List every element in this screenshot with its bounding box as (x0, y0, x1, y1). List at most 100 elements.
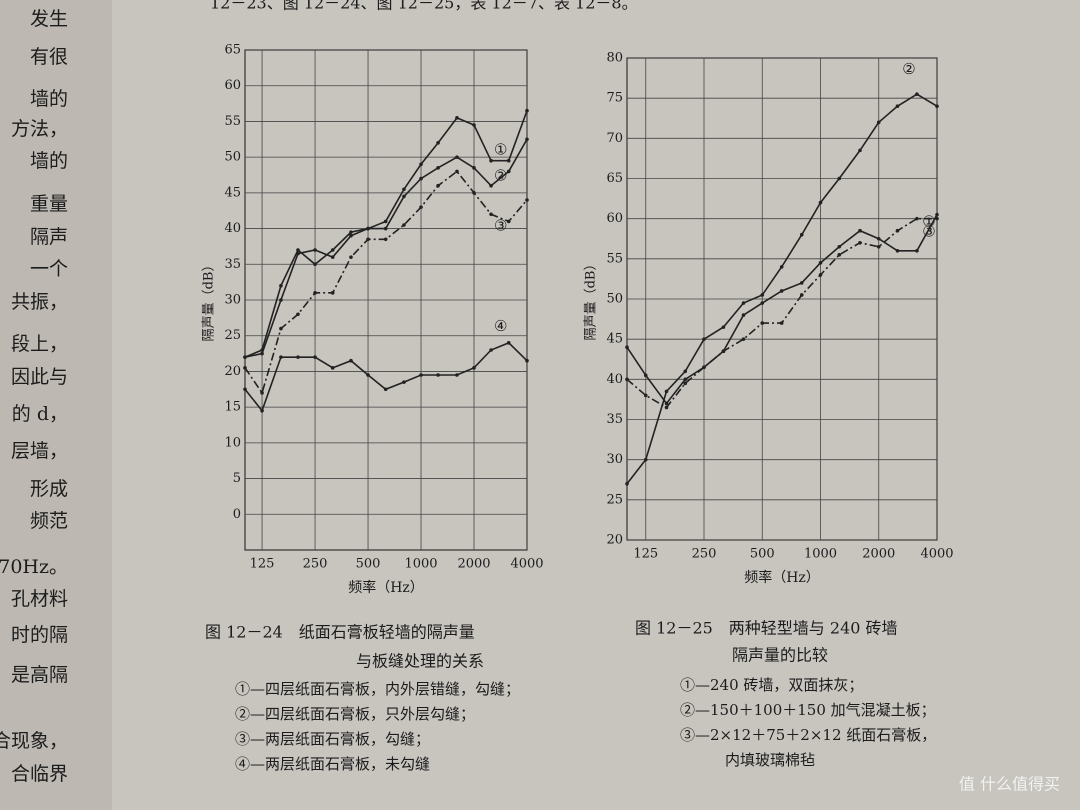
data-point (664, 401, 669, 406)
y-tick-label: 0 (233, 507, 241, 522)
margin-text: 隔声 (30, 226, 68, 248)
data-point (799, 293, 804, 297)
margin-text: 墙的 (30, 150, 68, 172)
margin-text: 是高隔 (11, 664, 68, 686)
data-point (402, 194, 406, 199)
x-tick-label: 125 (250, 557, 275, 572)
series-label: ③ (922, 223, 935, 241)
data-point (779, 265, 784, 269)
data-point (260, 351, 264, 356)
legend-note: 内填玻璃棉毡 (725, 751, 815, 769)
data-point (837, 176, 842, 181)
data-point (818, 273, 823, 277)
margin-text: 合临界 (11, 763, 68, 785)
margin-text: 有很 (30, 46, 68, 68)
y-tick-label: 35 (224, 257, 241, 272)
data-point (525, 137, 529, 142)
data-point (436, 141, 440, 145)
data-point (643, 373, 648, 378)
data-point (330, 366, 335, 370)
legend-note: ②—150＋100＋150 加气混凝土板； (680, 701, 936, 719)
y-tick-label: 65 (606, 171, 623, 186)
y-tick-label: 25 (606, 492, 623, 507)
margin-text: 的 d， (12, 403, 68, 425)
data-point (330, 248, 335, 252)
data-point (349, 255, 353, 259)
margin-text: 发生 (30, 8, 68, 30)
data-point (260, 391, 264, 395)
margin-text: 因此与 (11, 366, 68, 388)
data-point (760, 301, 765, 305)
data-point (383, 226, 388, 231)
data-point (383, 387, 388, 392)
y-tick-label: 25 (224, 328, 241, 343)
x-tick-label: 2000 (862, 547, 895, 562)
series-line (626, 214, 938, 405)
data-point (419, 162, 423, 167)
data-point (799, 232, 804, 237)
margin-text: 墙的 (30, 88, 68, 110)
data-point (436, 166, 440, 170)
data-point (779, 289, 784, 293)
data-point (721, 325, 726, 329)
x-tick-label: 250 (303, 557, 328, 572)
data-point (741, 301, 746, 305)
series-line (244, 138, 528, 358)
margin-text: 一个 (30, 258, 68, 280)
y-tick-label: 50 (224, 150, 241, 165)
data-point (489, 158, 493, 163)
data-point (779, 321, 784, 325)
data-point (243, 366, 247, 370)
data-point (383, 219, 388, 224)
margin-text: 重量 (30, 193, 68, 215)
caption: 图 12－24 纸面石膏板轻墙的隔声量 (205, 623, 475, 642)
legend-note: ④—两层纸面石膏板，未勾缝 (235, 755, 430, 773)
x-tick-label: 1000 (404, 557, 437, 572)
margin-text: 孔材料 (11, 588, 68, 610)
caption: 与板缝处理的关系 (356, 652, 484, 671)
top-line: 12－23、图 12－24、图 12－25，表 12－7、表 12－8。 (210, 0, 638, 13)
data-point (664, 389, 669, 394)
y-tick-label: 45 (224, 185, 241, 200)
data-point (935, 104, 939, 108)
data-point (506, 341, 511, 345)
data-point (279, 298, 283, 302)
data-point (436, 183, 440, 188)
data-point (472, 166, 476, 170)
y-axis-label: 隔声量（dB） (584, 258, 599, 341)
y-tick-label: 80 (606, 51, 623, 66)
margin-text: 方法， (11, 118, 68, 140)
data-point (279, 283, 283, 288)
x-tick-label: 4000 (510, 557, 543, 572)
data-point (683, 369, 688, 374)
data-point (472, 366, 476, 370)
y-tick-label: 60 (224, 78, 241, 93)
data-point (876, 244, 881, 249)
data-point (260, 408, 264, 413)
data-point (455, 169, 459, 174)
data-point (366, 237, 370, 242)
margin-text: 频范 (30, 510, 68, 532)
margin-text: 共振， (11, 291, 68, 313)
data-point (402, 223, 406, 227)
data-point (760, 293, 765, 297)
data-point (436, 373, 440, 377)
x-tick-label: 500 (356, 557, 381, 572)
margin-text: 段上， (11, 333, 68, 355)
data-point (489, 348, 493, 352)
data-point (760, 321, 765, 325)
margin-text: 层墙， (11, 440, 68, 462)
data-point (721, 349, 726, 354)
y-tick-label: 65 (224, 43, 241, 58)
series-label: ② (494, 166, 507, 184)
series-line (244, 110, 528, 358)
data-point (489, 183, 493, 188)
data-point (419, 373, 423, 377)
series-line (626, 93, 938, 485)
y-tick-label: 50 (606, 292, 623, 307)
data-point (419, 205, 423, 209)
y-tick-label: 30 (224, 293, 241, 308)
data-point (702, 365, 706, 370)
data-point (525, 358, 529, 363)
series-line (244, 341, 528, 413)
